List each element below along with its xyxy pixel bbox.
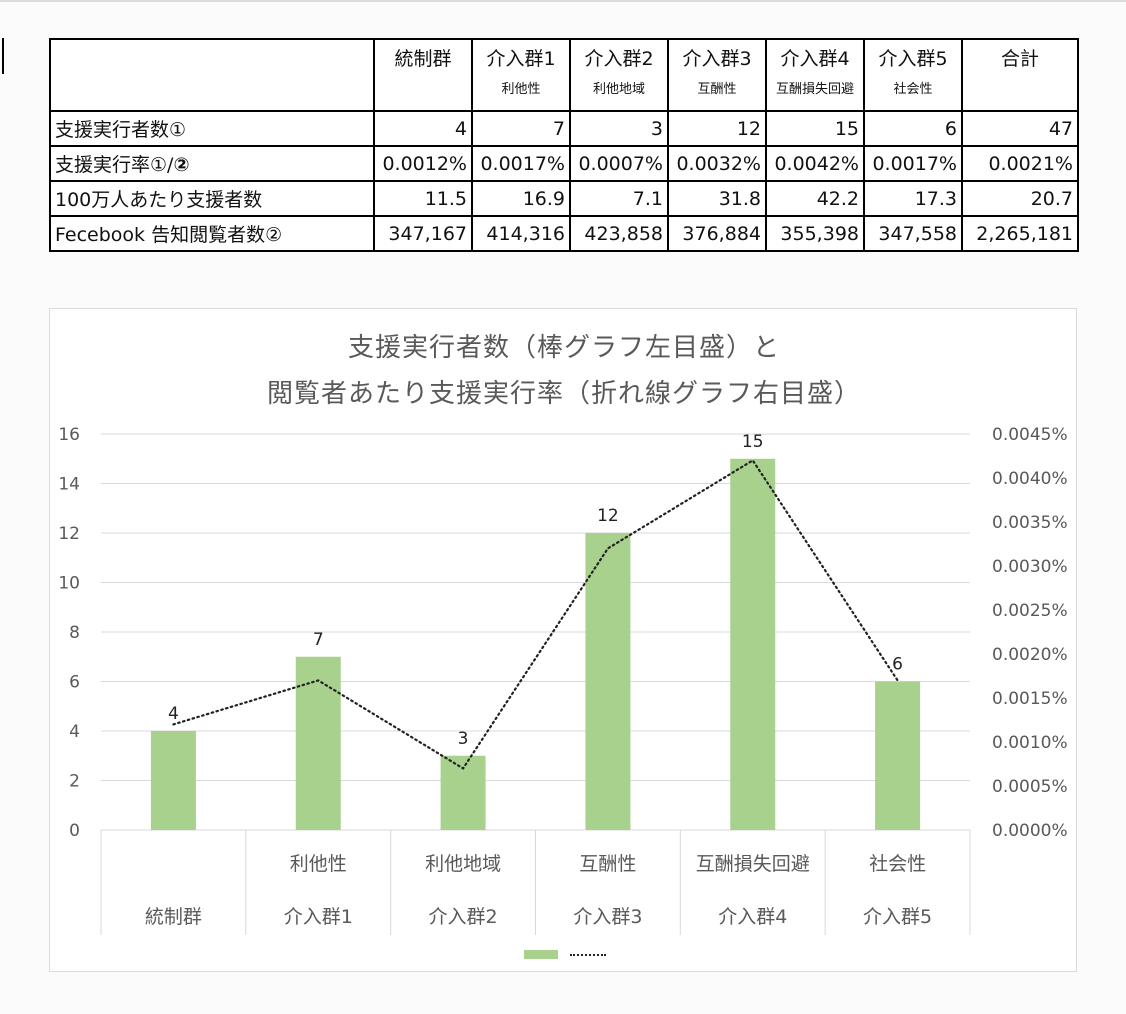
header-cell: 介入群1 利他性 [471,38,571,112]
y-left-tick-label: 2 [69,772,80,792]
legend-line-swatch [570,954,606,956]
header-cell: 介入群5 社会性 [863,38,963,112]
header-cell: 介入群4 互酬損失回避 [765,38,865,112]
table-cell: 12 [667,110,767,147]
rate-line [172,458,899,770]
category-label-bottom: 介入群2 [429,906,498,928]
bar [585,533,631,830]
table-cell: 42.2 [765,180,865,217]
table-cell: 347,558 [863,215,963,252]
table-cell: 3 [569,110,669,147]
category-label-bottom: 介入群5 [863,906,932,928]
bar-data-label: 4 [168,704,179,724]
y-right-tick-label: 0.0015% [992,689,1068,709]
bar-data-label: 6 [892,655,903,675]
category-label-top: 利他性 [290,853,347,875]
y-right-tick-label: 0.0040% [992,469,1068,489]
table-cell: 15 [765,110,865,147]
table-cell: 0.0032% [667,145,767,182]
chart-title-line1: 支援実行者数（棒グラフ左目盛）と [347,333,780,363]
row-label: Fecebook 告知閲覧者数② [49,215,375,252]
category-label-top: 互酬性 [579,853,636,875]
table-cell: 376,884 [667,215,767,252]
header-cell: 統制群 [373,38,473,112]
bar-data-label: 12 [597,506,619,526]
y-left-tick-label: 0 [69,821,80,841]
table-cell: 0.0017% [863,145,963,182]
table-cell: 7.1 [569,180,669,217]
table-cell: 355,398 [765,215,865,252]
table-cell: 0.0042% [765,145,865,182]
table-cell: 17.3 [863,180,963,217]
y-left-tick-label: 4 [69,722,80,742]
category-label-top: 互酬損失回避 [696,853,810,875]
category-label-top: 社会性 [869,853,926,875]
page-top-border [0,0,1126,2]
y-right-tick-label: 0.0025% [992,601,1068,621]
legend-bar-swatch [524,950,558,959]
y-left-tick-label: 14 [58,475,80,495]
y-left-tick-label: 10 [58,574,80,594]
table-row: Fecebook 告知閲覧者数② 347,167 414,316 423,858… [49,215,1079,252]
table-cell: 31.8 [667,180,767,217]
category-label-bottom: 介入群3 [573,906,642,928]
y-right-tick-label: 0.0010% [992,733,1068,753]
row-label: 支援実行率①/② [49,145,375,182]
y-right-tick-label: 0.0000% [992,821,1068,841]
y-right-tick-label: 0.0005% [992,777,1068,797]
table-cell: 2,265,181 [961,215,1079,252]
bar [875,681,921,830]
table-cell: 4 [373,110,473,147]
table-row: 支援実行率①/② 0.0012% 0.0017% 0.0007% 0.0032%… [49,145,1079,182]
category-label-bottom: 介入群1 [284,906,353,928]
row-label: 100万人あたり支援者数 [49,180,375,217]
y-right-tick-label: 0.0020% [992,645,1068,665]
bar [150,731,196,830]
header-cell: 介入群2 利他地域 [569,38,669,112]
bar-data-label: 3 [458,729,469,749]
header-corner [49,38,375,112]
table-cell: 47 [961,110,1079,147]
table-header-row: 統制群 介入群1 利他性 介入群2 利他地域 介入群3 互酬性 介入群4 互酬損失回避 … [49,38,1079,112]
table-cell: 423,858 [569,215,669,252]
chart-plot: 0 2 4 6 8 10 12 14 16 0.0000% 0.0005% 0.0010% 0.0015… [58,425,1068,935]
header-cell: 介入群3 互酬性 [667,38,767,112]
table-cell: 414,316 [471,215,571,252]
y-right-tick-label: 0.0035% [992,513,1068,533]
table-row: 100万人あたり支援者数 11.5 16.9 7.1 31.8 42.2 17.… [49,180,1079,217]
table-cell: 0.0017% [471,145,571,182]
y-left-tick-label: 6 [69,673,80,693]
bar-data-label: 15 [742,432,764,452]
row-label: 支援実行者数① [49,110,375,147]
table-cell: 0.0007% [569,145,669,182]
table-cell: 11.5 [373,180,473,217]
bar-data-label: 7 [313,630,324,650]
y-left-tick-label: 12 [58,524,80,544]
y-left-tick-label: 8 [69,623,80,643]
y-right-tick-label: 0.0045% [992,425,1068,445]
y-right-tick-label: 0.0030% [992,557,1068,577]
table-row: 支援実行者数① 4 7 3 12 15 6 47 [49,110,1079,147]
table-cell: 6 [863,110,963,147]
chart-title-line2: 閲覧者あたり支援実行率（折れ線グラフ右目盛） [266,379,861,409]
table-cell: 0.0012% [373,145,473,182]
category-label-top: 利他地域 [425,853,501,875]
table-cell: 20.7 [961,180,1079,217]
bar [730,458,776,830]
table-cell: 16.9 [471,180,571,217]
bar [295,656,341,830]
table-cell: 0.0021% [961,145,1079,182]
header-cell: 合計 [961,38,1079,112]
category-label-bottom: 介入群4 [718,906,787,928]
table-cell: 347,167 [373,215,473,252]
combo-chart: 支援実行者数（棒グラフ左目盛）と 閲覧者あたり支援実行率（折れ線グラフ右目盛） … [49,308,1077,972]
results-table: 統制群 介入群1 利他性 介入群2 利他地域 介入群3 互酬性 介入群4 互酬損失回避 … [49,38,1079,252]
table-cell: 7 [471,110,571,147]
y-left-tick-label: 16 [58,425,80,445]
category-label-bottom: 統制群 [145,906,202,928]
text-cursor [2,38,4,74]
